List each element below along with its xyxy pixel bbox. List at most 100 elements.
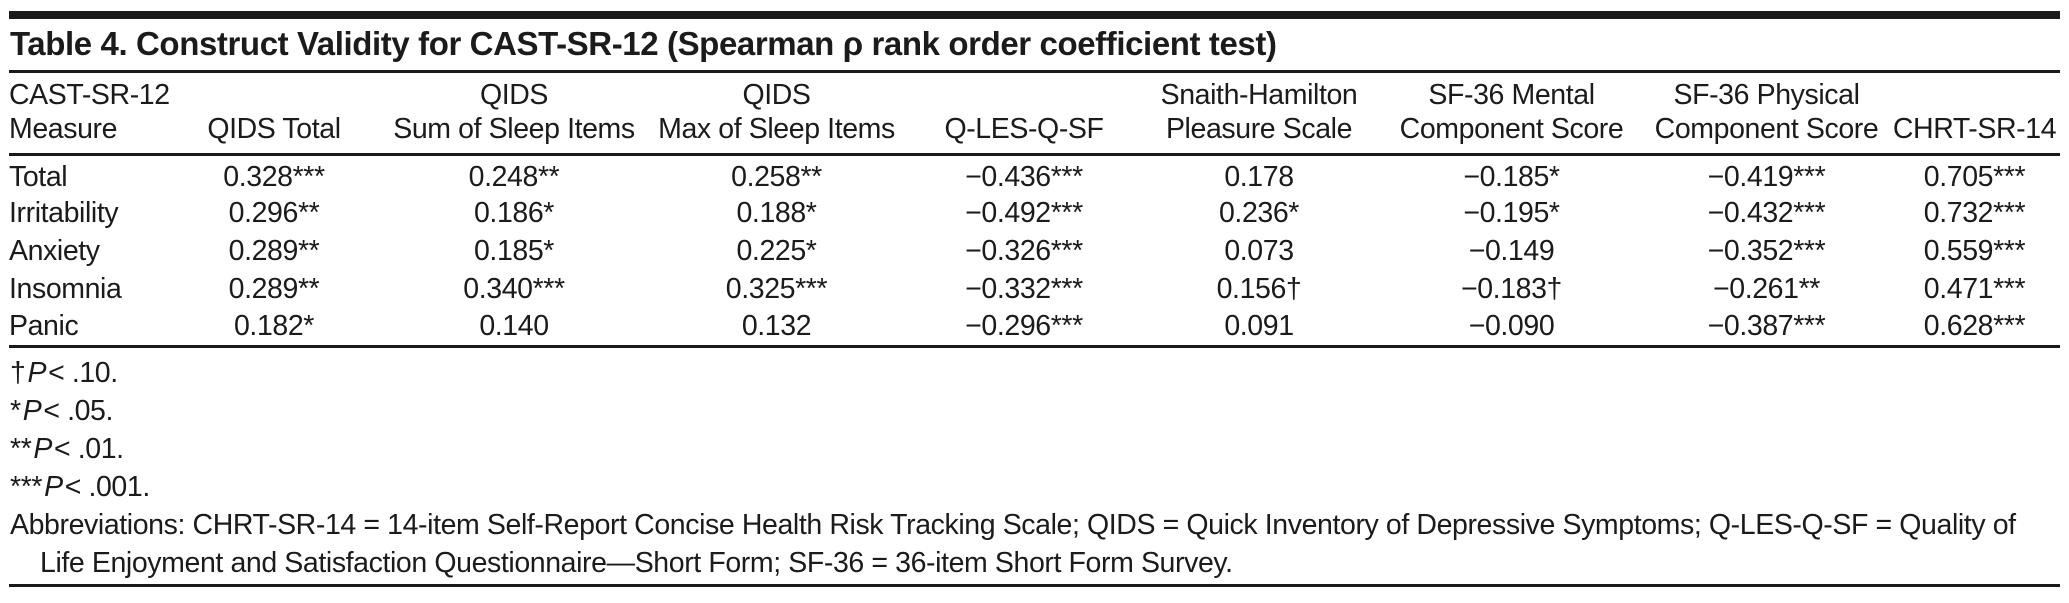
data-cell: −0.419*** <box>1707 161 1826 193</box>
data-cell: 0.296** <box>228 196 320 229</box>
data-cell: 0.156† <box>1216 272 1302 305</box>
data-cell: 0.559*** <box>1923 234 2026 267</box>
p-symbol: P <box>33 432 52 465</box>
table-row-insomnia: Insomnia 0.289** 0.340*** 0.325*** −0.33… <box>9 270 2060 308</box>
p-symbol: P <box>22 394 42 427</box>
footnote-one-star: *P< .05. <box>10 392 2060 430</box>
footnote-two-star: **P< .01. <box>10 430 2060 468</box>
table-row-panic: Panic 0.182* 0.140 0.132 −0.296*** 0.091… <box>9 308 2060 346</box>
column-group-label: SF-36 Mental <box>1428 79 1595 111</box>
column-header-qids-total: QIDS Total <box>164 73 384 156</box>
data-cell: −0.183† <box>1460 272 1562 305</box>
table-top-bar <box>9 11 2060 19</box>
column-group-label: QIDS <box>479 79 549 111</box>
table-row-irritability: Irritability 0.296** 0.186* 0.188* −0.49… <box>9 194 2060 232</box>
column-label: Component Score <box>1654 113 1879 145</box>
row-label: Irritability <box>9 196 119 229</box>
footnote-dagger: †P< .10. <box>10 354 2060 392</box>
column-group-label: Snaith-Hamilton <box>1160 79 1358 111</box>
column-header-chrt-sr-14: CHRT-SR-14 <box>1889 73 2060 156</box>
column-label: Max of Sleep Items <box>658 113 895 145</box>
table-body: Total 0.328*** 0.248** 0.258** −0.436***… <box>9 155 2060 347</box>
data-cell: −0.185* <box>1463 161 1560 193</box>
column-label: Pleasure Scale <box>1165 113 1353 145</box>
data-cell: −0.352*** <box>1707 234 1826 267</box>
data-cell: −0.326*** <box>965 234 1083 267</box>
footnote-marker: * <box>10 394 21 427</box>
footnote-threshold: < .01. <box>54 432 124 465</box>
column-group-label <box>909 78 1139 112</box>
column-group-label: QIDS <box>742 79 811 111</box>
footnote-marker: ** <box>10 432 32 465</box>
column-group-label: SF-36 Physical <box>1673 79 1860 111</box>
p-symbol: P <box>44 470 63 503</box>
data-cell: −0.149 <box>1468 234 1555 267</box>
footnote-marker: *** <box>10 470 43 503</box>
data-cell: 0.178 <box>1224 161 1294 193</box>
row-label: Insomnia <box>9 272 122 305</box>
data-cell: 0.186* <box>473 196 554 229</box>
column-header-qids-max-sleep: QIDS Max of Sleep Items <box>644 73 909 156</box>
table-row-total: Total 0.328*** 0.248** 0.258** −0.436***… <box>9 155 2060 195</box>
data-cell: 0.091 <box>1224 309 1294 342</box>
data-cell: −0.296*** <box>965 309 1083 342</box>
p-symbol: P <box>27 356 47 389</box>
data-cell: 0.236* <box>1218 196 1299 229</box>
footnote-marker: † <box>10 356 26 389</box>
data-cell: 0.289** <box>228 272 320 305</box>
data-cell: 0.188* <box>736 196 817 229</box>
footnote-threshold: < .05. <box>43 394 114 427</box>
column-header-measure: CAST-SR-12 Measure <box>9 73 170 156</box>
column-group-label <box>1889 78 2060 112</box>
footnote-three-star: ***P< .001. <box>10 468 2060 506</box>
data-cell: −0.195* <box>1463 196 1560 229</box>
construct-validity-table: CAST-SR-12 Measure QIDS Total QIDS Sum o… <box>9 73 2060 348</box>
footnote-threshold: < .10. <box>48 356 118 389</box>
abbreviations-line-2: Life Enjoyment and Satisfaction Question… <box>40 546 1233 579</box>
data-cell: −0.436*** <box>965 161 1083 193</box>
column-header-qids-sum-sleep: QIDS Sum of Sleep Items <box>384 73 644 156</box>
table-row-anxiety: Anxiety 0.289** 0.185* 0.225* −0.326*** … <box>9 232 2060 270</box>
data-cell: 0.182* <box>233 309 314 342</box>
data-cell: 0.248** <box>468 161 560 193</box>
abbreviations-line-1: Abbreviations: CHRT-SR-14 = 14-item Self… <box>10 508 2016 541</box>
abbreviations-note: Abbreviations: CHRT-SR-14 = 14-item Self… <box>10 506 2060 582</box>
data-cell: −0.090 <box>1468 309 1555 342</box>
data-cell: 0.340*** <box>463 272 565 305</box>
column-label: Component Score <box>1399 113 1624 145</box>
data-cell: −0.332*** <box>965 272 1083 305</box>
data-cell: −0.432*** <box>1707 196 1826 229</box>
data-cell: 0.140 <box>479 309 549 342</box>
row-label: Anxiety <box>9 234 100 267</box>
column-label: Sum of Sleep Items <box>393 113 635 145</box>
column-label: Q-LES-Q-SF <box>944 113 1104 145</box>
rule-under-title <box>9 70 2060 73</box>
column-group-label: CAST-SR-12 <box>9 79 170 111</box>
data-cell: −0.492*** <box>965 196 1083 229</box>
column-header-snaith-hamilton: Snaith-Hamilton Pleasure Scale <box>1139 73 1379 156</box>
column-label: Measure <box>9 113 118 145</box>
data-cell: −0.387*** <box>1707 309 1826 342</box>
column-header-sf36-mental: SF-36 Mental Component Score <box>1379 73 1644 156</box>
column-label: CHRT-SR-14 <box>1892 113 2057 145</box>
journal-table-page: Table 4. Construct Validity for CAST-SR-… <box>0 11 2069 603</box>
data-cell: 0.225* <box>736 234 817 267</box>
header-row: CAST-SR-12 Measure QIDS Total QIDS Sum o… <box>9 73 2060 156</box>
footnote-threshold: < .001. <box>64 470 151 503</box>
data-cell: 0.185* <box>473 234 554 267</box>
column-header-qlesqsf: Q-LES-Q-SF <box>909 73 1139 156</box>
data-cell: 0.628*** <box>1923 309 2026 342</box>
data-cell: 0.732*** <box>1923 196 2026 229</box>
data-cell: 0.471*** <box>1923 272 2026 305</box>
column-label: QIDS Total <box>207 113 341 145</box>
data-cell: 0.705*** <box>1923 161 2026 193</box>
data-cell: −0.261** <box>1713 272 1820 305</box>
footnotes: †P< .10. *P< .05. **P< .01. ***P< .001. … <box>9 348 2060 582</box>
column-group-label <box>164 78 384 112</box>
table-title: Table 4. Construct Validity for CAST-SR-… <box>10 25 1277 62</box>
column-header-sf36-physical: SF-36 Physical Component Score <box>1644 73 1889 156</box>
row-label: Panic <box>9 309 79 342</box>
data-cell: 0.289** <box>228 234 320 267</box>
row-label: Total <box>9 161 68 193</box>
data-cell: 0.132 <box>741 309 812 342</box>
